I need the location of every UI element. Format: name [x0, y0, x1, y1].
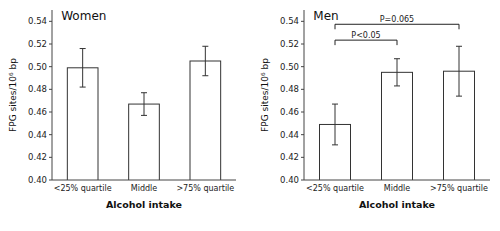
x-axis-label: Alcohol intake: [106, 199, 182, 210]
significance-bracket: [335, 40, 397, 45]
error-line: [335, 104, 336, 145]
y-tick: [301, 66, 304, 67]
y-tick-label: 0.46: [280, 107, 299, 117]
significance-bracket: [335, 24, 459, 29]
error-cap: [332, 104, 338, 105]
y-tick: [49, 66, 52, 67]
y-tick-label: 0.40: [280, 175, 299, 185]
y-axis-label: FPG sites/10⁶ bp: [8, 58, 18, 132]
y-tick: [301, 21, 304, 22]
error-cap: [202, 46, 208, 47]
bar: [129, 104, 160, 180]
error-bar: [202, 46, 208, 75]
y-tick-label: 0.54: [28, 16, 47, 26]
y-tick-label: 0.50: [28, 62, 47, 72]
bars: [320, 46, 475, 180]
x-tick-label: Middle: [384, 184, 411, 193]
y-axis-label: FPG sites/10⁶ bp: [260, 58, 270, 132]
error-cap: [141, 115, 147, 116]
y-tick-label: 0.48: [280, 84, 299, 94]
x-axis-label: Alcohol intake: [359, 199, 435, 210]
significance-label: P<0.05: [351, 31, 380, 40]
y-tick-label: 0.46: [28, 107, 47, 117]
y-tick-label: 0.44: [280, 130, 299, 140]
error-bar: [80, 49, 86, 88]
y-tick-label: 0.42: [280, 152, 299, 162]
error-cap: [202, 75, 208, 76]
error-bar: [141, 93, 147, 116]
y-tick: [301, 44, 304, 45]
y-tick: [49, 157, 52, 158]
y-tick: [49, 44, 52, 45]
error-bar: [456, 46, 462, 96]
y-axis-line: [304, 10, 305, 180]
x-tick-label: <25% quartile: [54, 184, 112, 193]
panel-title: Men: [313, 9, 338, 23]
significance-label: P=0.065: [380, 15, 414, 24]
y-tick-label: 0.44: [28, 130, 47, 140]
bar: [190, 61, 221, 180]
error-line: [205, 46, 206, 75]
error-cap: [80, 48, 86, 49]
error-cap: [332, 144, 338, 145]
x-tick-label: Middle: [131, 184, 158, 193]
panel-title: Women: [61, 9, 106, 23]
error-cap: [456, 96, 462, 97]
x-tick-label: <25% quartile: [306, 184, 364, 193]
y-tick: [301, 134, 304, 135]
y-tick-label: 0.40: [28, 175, 47, 185]
bars: [67, 46, 220, 180]
y-tick: [49, 89, 52, 90]
error-bar: [394, 59, 400, 86]
y-tick: [301, 157, 304, 158]
x-axis-line: [304, 180, 490, 181]
y-tick-label: 0.52: [28, 39, 47, 49]
error-line: [144, 93, 145, 116]
error-cap: [80, 87, 86, 88]
error-cap: [394, 85, 400, 86]
y-tick: [301, 112, 304, 113]
y-tick: [49, 134, 52, 135]
panel: 0.40 0.42 0.44 0.46 0.48 0.50 0.52 0.54 <25% qua…: [8, 9, 236, 231]
y-tick-label: 0.54: [280, 16, 299, 26]
bar: [382, 72, 413, 180]
y-tick: [49, 21, 52, 22]
x-tick-label: >75% quartile: [430, 184, 488, 193]
error-cap: [141, 92, 147, 93]
y-tick-label: 0.52: [280, 39, 299, 49]
y-tick: [301, 89, 304, 90]
panel: 0.40 0.42 0.44 0.46 0.48 0.50 0.52 0.54 <25% qua…: [260, 9, 490, 231]
y-tick-label: 0.42: [28, 152, 47, 162]
y-tick: [301, 180, 304, 181]
x-axis-line: [52, 180, 236, 181]
error-cap: [456, 46, 462, 47]
y-tick: [49, 112, 52, 113]
y-axis-line: [52, 10, 53, 180]
y-tick-label: 0.50: [280, 62, 299, 72]
y-tick-label: 0.48: [28, 84, 47, 94]
error-line: [82, 49, 83, 88]
error-line: [397, 59, 398, 86]
x-tick-label: >75% quartile: [176, 184, 234, 193]
error-line: [459, 46, 460, 96]
y-tick: [49, 180, 52, 181]
error-bar: [332, 104, 338, 145]
error-cap: [394, 58, 400, 59]
chart: 0.40 0.42 0.44 0.46 0.48 0.50 0.52 0.54 <25% qua…: [0, 0, 500, 231]
